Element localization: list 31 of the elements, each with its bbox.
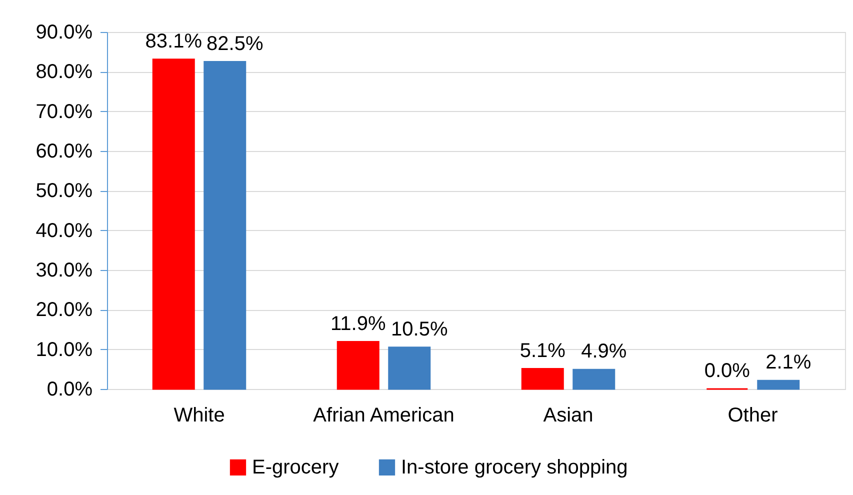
y-tick-label: 40.0% [36,220,93,242]
legend-label: In-store grocery shopping [401,456,628,478]
bar [388,346,431,390]
legend-label: E-grocery [252,456,339,478]
bar [572,368,616,390]
data-label: 2.1% [766,352,812,374]
y-tick-label: 80.0% [36,61,93,84]
y-tick-label: 30.0% [36,260,93,282]
x-tick-label: Other [728,404,778,426]
y-tick-label: 10.0% [36,338,93,361]
data-label: 83.1% [145,30,202,52]
data-label: 82.5% [206,32,264,55]
data-label: 10.5% [391,318,448,340]
y-tick-label: 0.0% [46,378,93,400]
y-tick-label: 20.0% [36,299,93,322]
data-label: 11.9% [330,312,386,335]
bar [521,368,564,390]
data-label: 0.0% [704,360,750,382]
y-tick-label: 70.0% [36,100,93,123]
y-tick-label: 90.0% [36,22,93,44]
x-tick-label: White [174,404,225,426]
bar [757,380,800,390]
x-tick-label: Asian [543,404,594,426]
y-tick-label: 50.0% [36,180,93,202]
data-label: 4.9% [581,340,627,363]
data-label: 5.1% [520,340,566,362]
y-tick-label: 60.0% [36,140,93,162]
bar [336,341,380,390]
x-tick-label: Afrian American [313,404,454,426]
bar [152,58,195,390]
bar [204,61,246,390]
